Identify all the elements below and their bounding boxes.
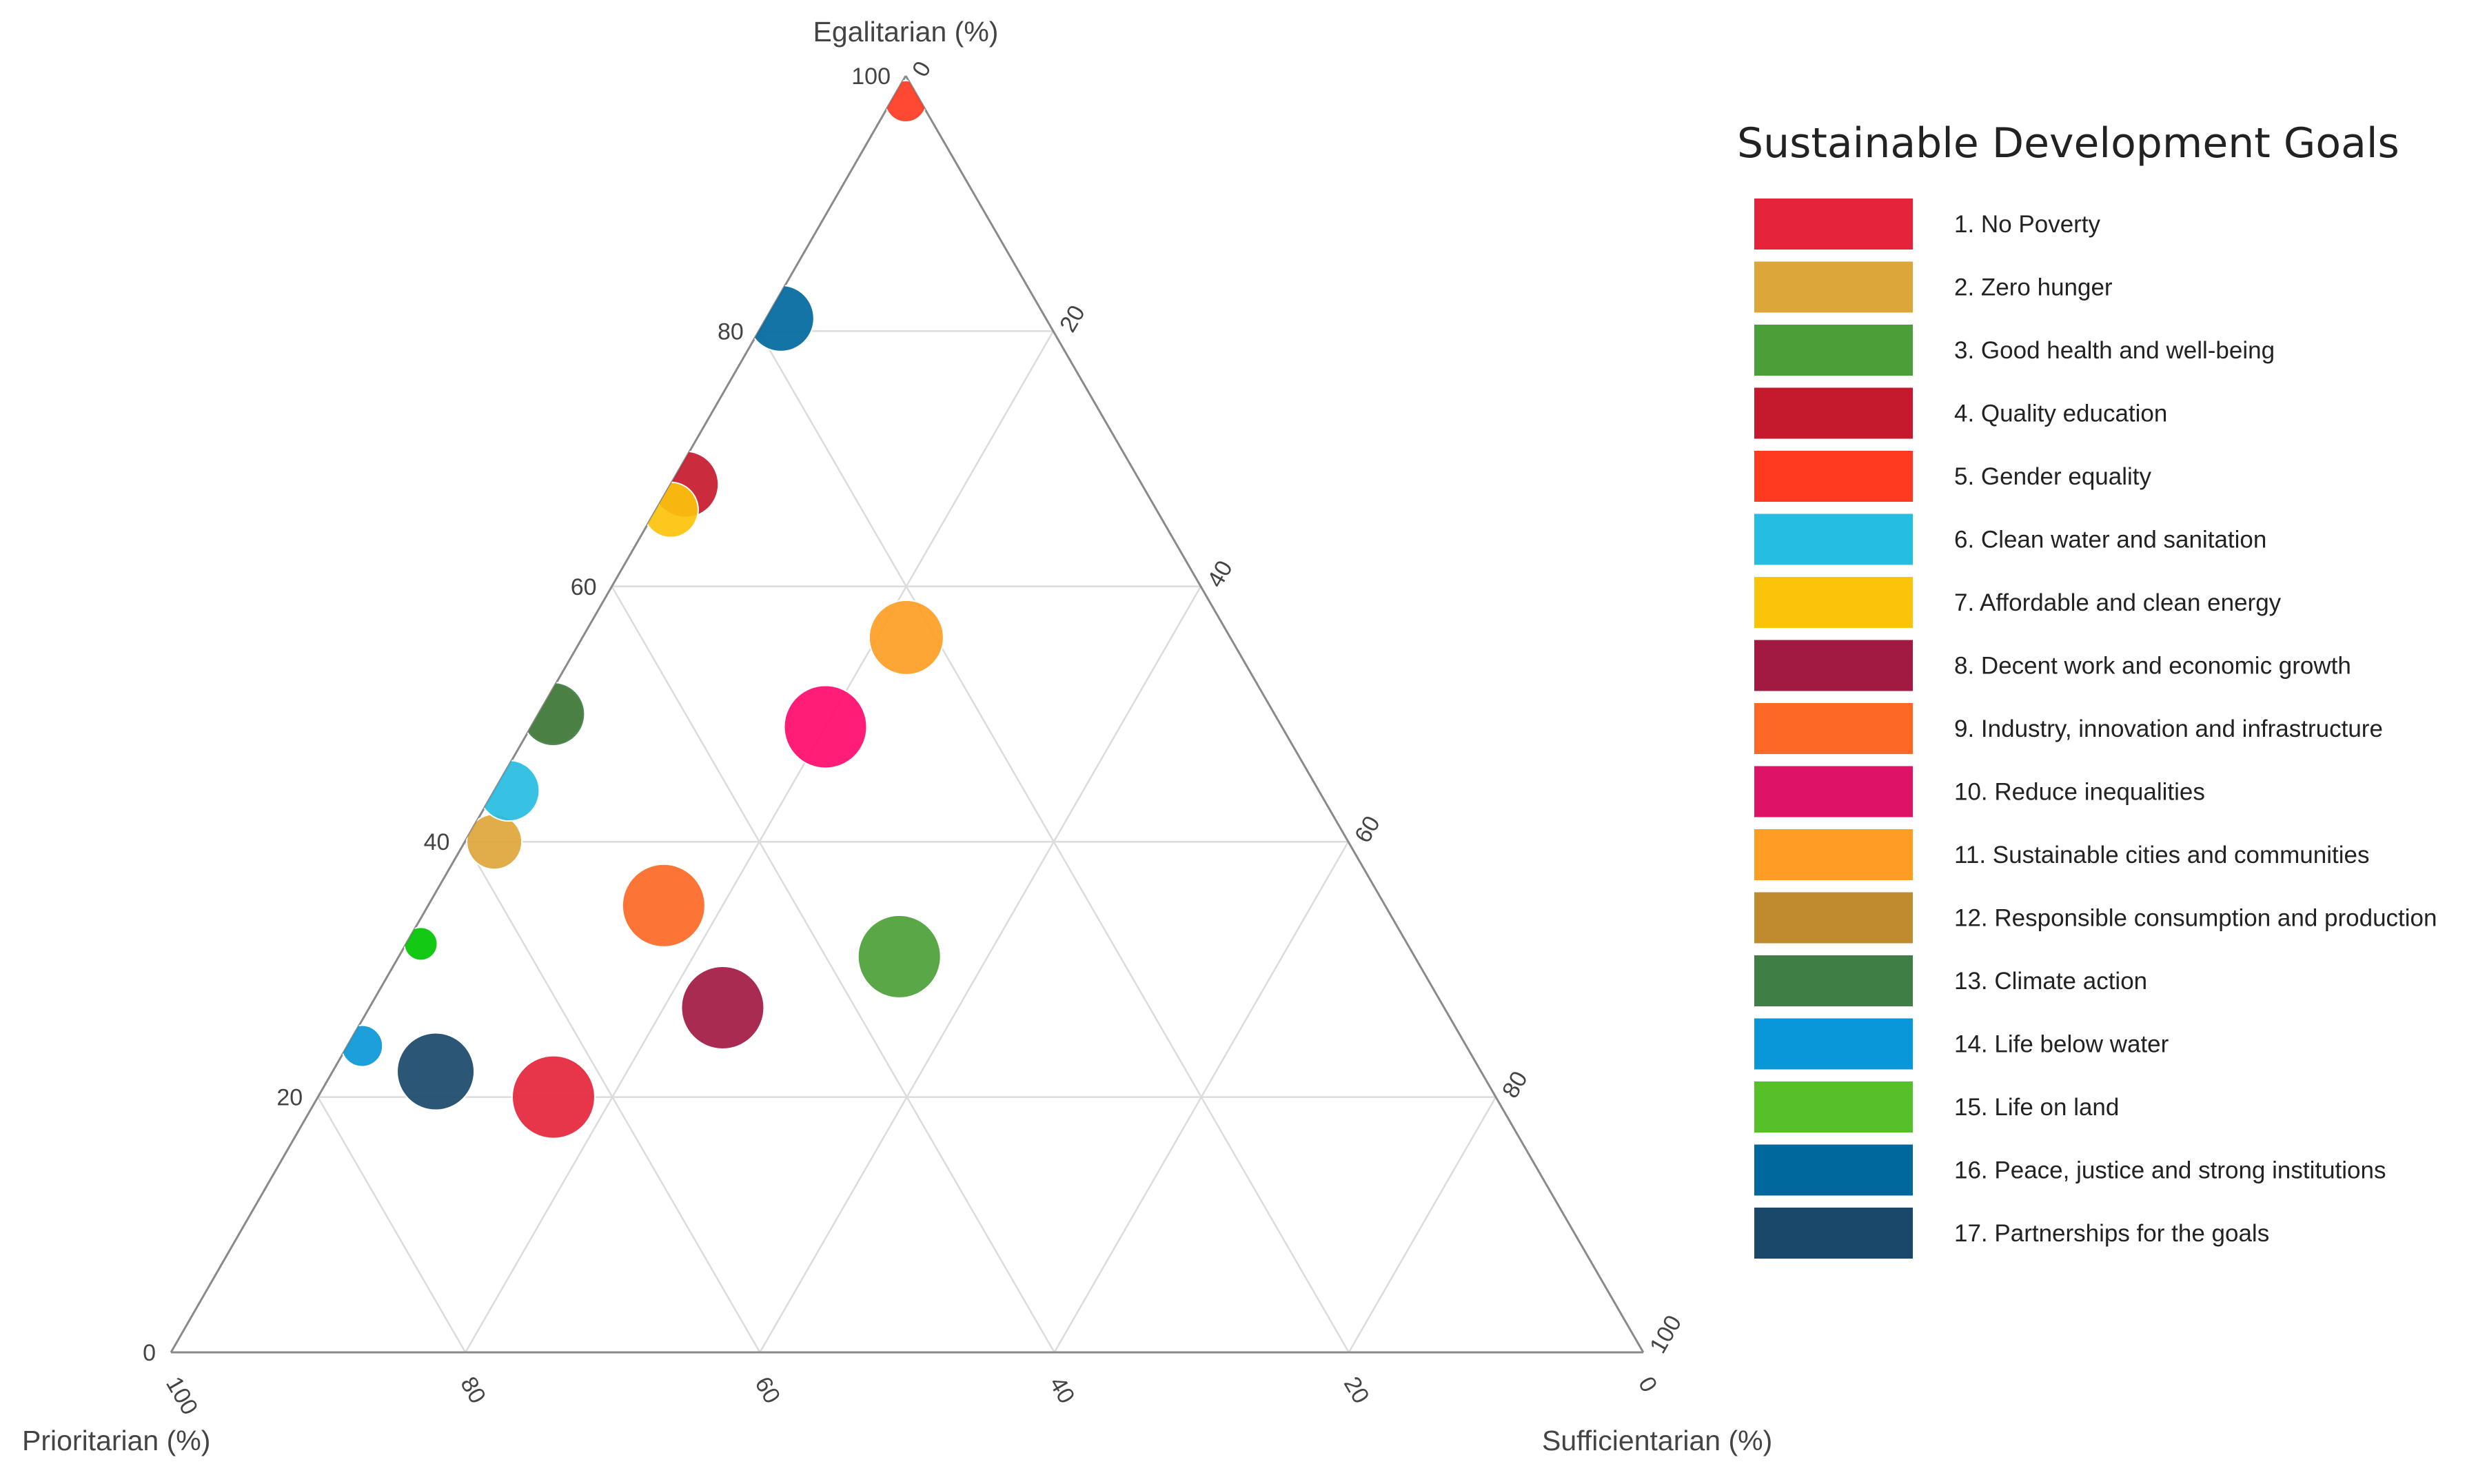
legend-label-13: 13. Climate action bbox=[1954, 968, 2147, 995]
legend-swatch-15 bbox=[1754, 1081, 1913, 1132]
point-goal-1 bbox=[511, 1055, 596, 1139]
legend-label-7: 7. Affordable and clean energy bbox=[1954, 589, 2282, 616]
grid-line-sufficientarian-80 bbox=[1348, 1096, 1497, 1353]
point-goal-9 bbox=[621, 863, 706, 948]
legend-label-12: 12. Responsible consumption and producti… bbox=[1954, 905, 2437, 932]
grid-line-prioritarian-40 bbox=[611, 586, 1055, 1353]
tick-egalitarian-100: 100 bbox=[851, 63, 891, 90]
legend-swatch-16 bbox=[1754, 1144, 1913, 1196]
tick-prioritarian-20: 20 bbox=[1339, 1372, 1374, 1408]
point-goal-7 bbox=[642, 481, 699, 538]
tick-sufficientarian-20: 20 bbox=[1055, 301, 1090, 337]
legend-swatch-5 bbox=[1754, 451, 1913, 502]
legend-label-2: 2. Zero hunger bbox=[1954, 274, 2113, 301]
tick-sufficientarian-100: 100 bbox=[1645, 1311, 1687, 1358]
data-points bbox=[341, 80, 944, 1139]
legend-swatch-6 bbox=[1754, 514, 1913, 565]
tick-sufficientarian-40: 40 bbox=[1202, 556, 1238, 592]
legend-label-9: 9. Industry, innovation and infrastructu… bbox=[1954, 715, 2383, 742]
grid-line-sufficientarian-40 bbox=[759, 586, 1202, 1353]
legend-label-3: 3. Good health and well-being bbox=[1954, 337, 2275, 364]
legend-swatch-7 bbox=[1754, 577, 1913, 628]
legend-swatch-14 bbox=[1754, 1018, 1913, 1070]
legend-swatch-10 bbox=[1754, 766, 1913, 817]
tick-egalitarian-20: 20 bbox=[276, 1085, 303, 1111]
right-axis-title: Sufficientarian (%) bbox=[1542, 1425, 1772, 1456]
point-goal-8 bbox=[680, 965, 765, 1050]
point-goal-14 bbox=[341, 1024, 384, 1068]
point-goal-15 bbox=[403, 926, 438, 962]
legend-swatch-13 bbox=[1754, 955, 1913, 1006]
legend-label-5: 5. Gender equality bbox=[1954, 463, 2152, 490]
legend-swatch-1 bbox=[1754, 199, 1913, 250]
top-axis-title: Egalitarian (%) bbox=[813, 16, 999, 48]
legend: Sustainable Development Goals 1. No Pove… bbox=[1737, 119, 2437, 1259]
legend-items: 1. No Poverty 2. Zero hunger 3. Good healt… bbox=[1754, 199, 2437, 1259]
legend-label-8: 8. Decent work and economic growth bbox=[1954, 653, 2351, 680]
legend-swatch-9 bbox=[1754, 703, 1913, 754]
legend-swatch-3 bbox=[1754, 325, 1913, 376]
legend-label-1: 1. No Poverty bbox=[1954, 211, 2101, 238]
triangle-frame bbox=[170, 75, 1645, 1354]
point-goal-5 bbox=[884, 80, 928, 123]
legend-label-10: 10. Reduce inequalities bbox=[1954, 779, 2205, 806]
legend-swatch-12 bbox=[1754, 892, 1913, 944]
tick-sufficientarian-60: 60 bbox=[1350, 811, 1385, 847]
point-goal-3 bbox=[857, 914, 942, 999]
tick-egalitarian-80: 80 bbox=[718, 318, 744, 345]
legend-label-15: 15. Life on land bbox=[1954, 1094, 2119, 1121]
tick-prioritarian-100: 100 bbox=[161, 1372, 203, 1419]
legend-label-14: 14. Life below water bbox=[1954, 1031, 2169, 1058]
legend-label-11: 11. Sustainable cities and communities bbox=[1954, 842, 2369, 868]
tick-egalitarian-60: 60 bbox=[571, 574, 597, 600]
point-goal-11 bbox=[868, 599, 944, 675]
legend-swatch-17 bbox=[1754, 1208, 1913, 1259]
legend-swatch-8 bbox=[1754, 640, 1913, 691]
tick-prioritarian-40: 40 bbox=[1044, 1372, 1080, 1408]
point-goal-17 bbox=[396, 1032, 476, 1111]
legend-swatch-4 bbox=[1754, 387, 1913, 439]
legend-swatch-2 bbox=[1754, 261, 1913, 313]
tick-prioritarian-80: 80 bbox=[455, 1372, 491, 1408]
legend-label-4: 4. Quality education bbox=[1954, 400, 2167, 427]
tick-egalitarian-40: 40 bbox=[424, 829, 450, 855]
grid-line-prioritarian-80 bbox=[317, 1096, 467, 1353]
grid-line-sufficientarian-60 bbox=[1053, 841, 1350, 1353]
grid bbox=[317, 330, 1497, 1353]
point-goal-13 bbox=[520, 682, 586, 746]
point-goal-16 bbox=[747, 284, 815, 352]
tick-prioritarian-0: 0 bbox=[1633, 1372, 1662, 1396]
tick-egalitarian-0: 0 bbox=[143, 1340, 156, 1366]
left-axis-title: Prioritarian (%) bbox=[22, 1425, 210, 1456]
legend-title: Sustainable Development Goals bbox=[1737, 119, 2399, 167]
tick-sufficientarian-80: 80 bbox=[1497, 1067, 1533, 1103]
grid-line-prioritarian-60 bbox=[464, 841, 761, 1353]
point-goal-10 bbox=[783, 684, 868, 769]
right-axis-line bbox=[904, 75, 1645, 1353]
tick-sufficientarian-0: 0 bbox=[907, 57, 936, 81]
legend-label-6: 6. Clean water and sanitation bbox=[1954, 527, 2266, 553]
point-goal-6 bbox=[478, 760, 540, 822]
tick-prioritarian-60: 60 bbox=[749, 1372, 785, 1408]
legend-swatch-11 bbox=[1754, 829, 1913, 880]
legend-label-17: 17. Partnerships for the goals bbox=[1954, 1220, 2269, 1247]
legend-label-16: 16. Peace, justice and strong institutio… bbox=[1954, 1157, 2386, 1184]
